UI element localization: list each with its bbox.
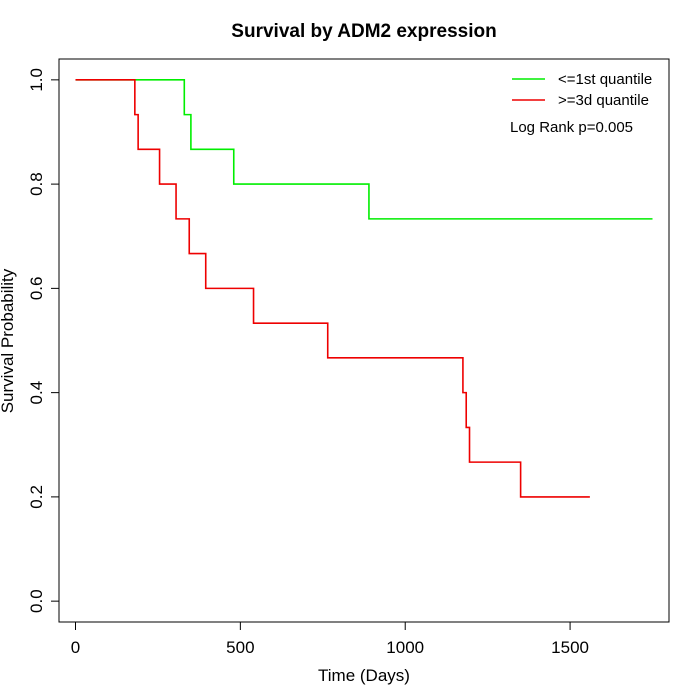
y-tick-label: 0.4 [27, 381, 46, 405]
chart-title: Survival by ADM2 expression [231, 21, 496, 42]
series-layer [75, 79, 653, 498]
survival-curve-0 [75, 79, 653, 220]
x-tick-label: 0 [71, 638, 80, 657]
legend-label-high: >=3d quantile [558, 92, 649, 109]
y-tick-label: 1.0 [27, 68, 46, 92]
plot-frame [58, 58, 670, 623]
x-tick-label: 1000 [386, 638, 424, 657]
y-tick-label: 0.2 [27, 485, 46, 509]
y-axis-label: Survival Probability [0, 268, 17, 413]
x-axis-label: Time (Days) [318, 666, 410, 685]
x-tick-label: 500 [226, 638, 254, 657]
legend: <=1st quantile >=3d quantile [512, 71, 652, 109]
y-axis: 0.0 0.2 0.4 0.6 0.8 1.0 [27, 68, 60, 613]
survival-curve-1 [75, 79, 590, 498]
y-tick-label: 0.0 [27, 589, 46, 613]
log-rank-annotation: Log Rank p=0.005 [510, 119, 633, 136]
legend-label-low: <=1st quantile [558, 71, 652, 88]
x-tick-label: 1500 [551, 638, 589, 657]
y-tick-label: 0.8 [27, 172, 46, 196]
x-axis: 0 500 1000 1500 [71, 621, 589, 657]
y-tick-label: 0.6 [27, 277, 46, 301]
